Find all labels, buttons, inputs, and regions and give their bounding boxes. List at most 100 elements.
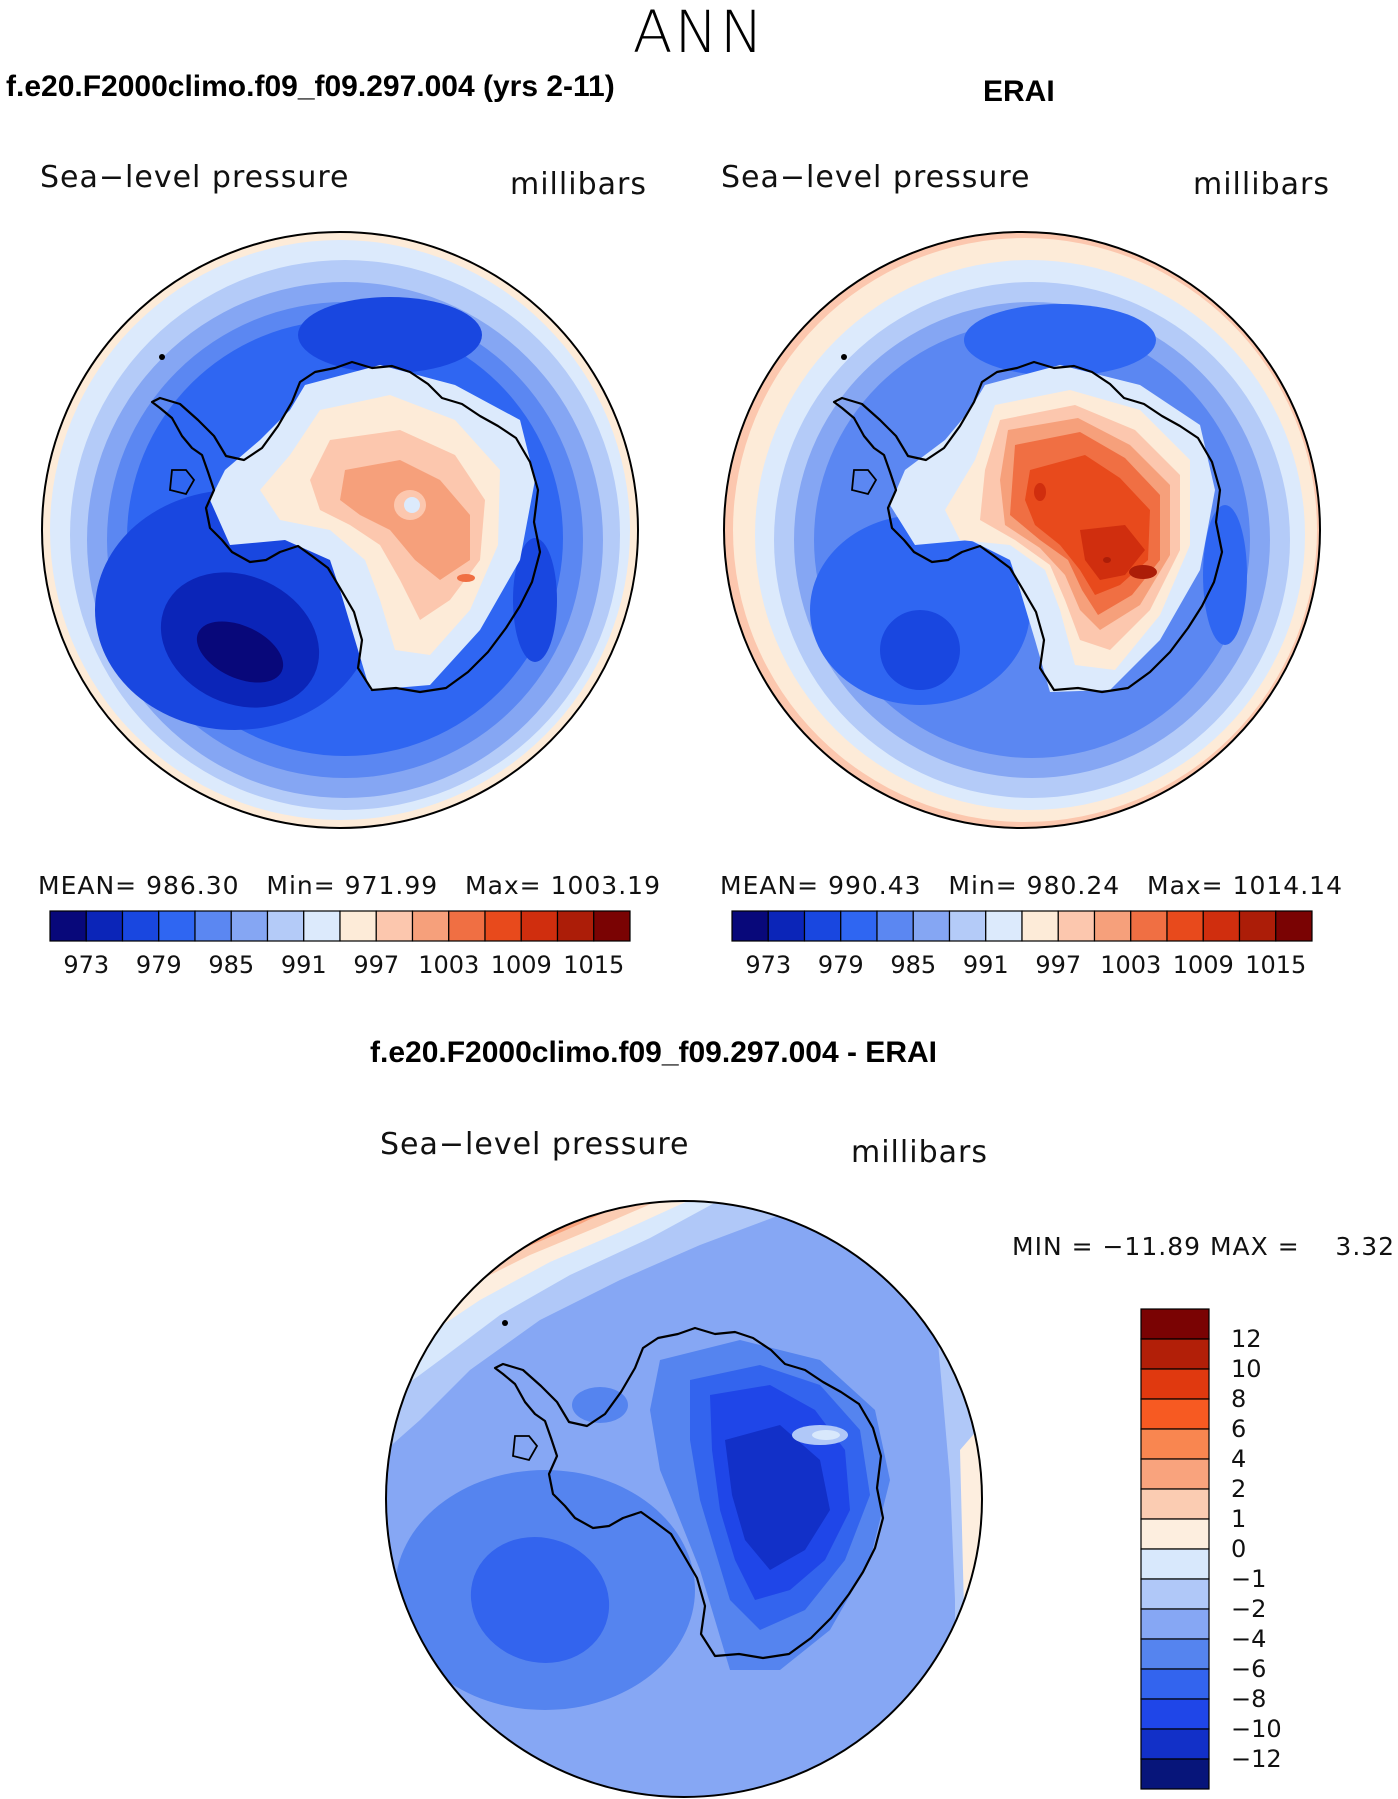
diff-units-label: millibars bbox=[851, 1135, 988, 1170]
model-colorbar-swatch bbox=[49, 910, 87, 942]
diff-panel-title: f.e20.F2000climo.f09_f09.297.004 - ERAI bbox=[370, 1036, 937, 1069]
diff-colorbar-tick-label: −10 bbox=[1231, 1715, 1282, 1743]
diff-variable-label: Sea−level pressure bbox=[380, 1127, 690, 1162]
model-max-label: Max= bbox=[465, 871, 542, 900]
obs-min-label: Min= bbox=[948, 871, 1018, 900]
model-colorbar-swatch bbox=[158, 910, 196, 942]
diff-colorbar-tick-label: 12 bbox=[1231, 1325, 1262, 1353]
diff-colorbar-swatch bbox=[1140, 1398, 1210, 1430]
model-colorbar-swatch bbox=[121, 910, 160, 942]
obs-colorbar-swatch bbox=[948, 910, 987, 942]
obs-colorbar-tick-label: 1015 bbox=[1245, 951, 1306, 979]
model-colorbar-tick-label: 985 bbox=[208, 951, 254, 979]
obs-min-value: 980.24 bbox=[1026, 871, 1121, 900]
obs-colorbar-swatch bbox=[1057, 910, 1096, 942]
diff-colorbar-swatch bbox=[1140, 1608, 1210, 1640]
diff-colorbar-swatch bbox=[1140, 1428, 1210, 1460]
diff-colorbar-tick-label: 6 bbox=[1231, 1415, 1246, 1443]
model-colorbar-swatch bbox=[339, 910, 377, 942]
model-max-value: 1003.19 bbox=[550, 871, 661, 900]
model-colorbar-swatch bbox=[556, 910, 595, 942]
model-colorbar-swatch bbox=[484, 910, 522, 942]
obs-mean-label: MEAN= bbox=[720, 871, 820, 900]
model-units-label: millibars bbox=[510, 167, 647, 202]
diff-colorbar-swatch bbox=[1140, 1758, 1210, 1790]
diff-colorbar-tick-label: −1 bbox=[1231, 1565, 1266, 1593]
obs-colorbar-tick-label: 985 bbox=[890, 951, 936, 979]
model-min-label: Min= bbox=[266, 871, 336, 900]
obs-colorbar-swatch bbox=[840, 910, 878, 942]
obs-stats: MEAN= 990.43 Min= 980.24 Max= 1014.14 bbox=[720, 871, 1343, 900]
model-variable-label: Sea−level pressure bbox=[40, 160, 350, 195]
diff-colorbar-swatch bbox=[1140, 1578, 1210, 1610]
diff-colorbar-swatch bbox=[1140, 1518, 1210, 1550]
model-panel-title: f.e20.F2000climo.f09_f09.297.004 (yrs 2-… bbox=[6, 70, 615, 103]
diff-minmax: MIN = −11.89 MAX = 3.32 bbox=[1012, 1232, 1396, 1261]
model-colorbar-swatch bbox=[266, 910, 305, 942]
diff-colorbar-swatch bbox=[1140, 1308, 1210, 1340]
obs-colorbar-swatch bbox=[912, 910, 951, 942]
obs-max-label: Max= bbox=[1147, 871, 1224, 900]
diff-colorbar-swatch bbox=[1140, 1338, 1210, 1370]
diff-colorbar-tick-label: 8 bbox=[1231, 1385, 1246, 1413]
model-colorbar-tick-label: 1015 bbox=[563, 951, 624, 979]
model-colorbar-swatch bbox=[85, 910, 124, 942]
model-colorbar-swatch bbox=[194, 910, 232, 942]
diff-colorbar-tick-label: −8 bbox=[1231, 1685, 1266, 1713]
diff-colorbar-tick-label: 2 bbox=[1231, 1475, 1246, 1503]
diff-slp-map bbox=[386, 1201, 982, 1797]
obs-slp-map bbox=[724, 232, 1320, 828]
diff-colorbar-tick-label: 0 bbox=[1231, 1535, 1246, 1563]
obs-colorbar-tick-label: 1003 bbox=[1100, 951, 1161, 979]
model-map-border bbox=[41, 231, 639, 829]
obs-colorbar-tick-label: 979 bbox=[818, 951, 864, 979]
model-colorbar-swatch bbox=[411, 910, 450, 942]
obs-colorbar-swatch bbox=[1202, 910, 1241, 942]
obs-colorbar-tick-label: 973 bbox=[745, 951, 791, 979]
model-min-value: 971.99 bbox=[344, 871, 439, 900]
diff-colorbar-swatch bbox=[1140, 1548, 1210, 1580]
diff-colorbar-tick-label: −4 bbox=[1231, 1625, 1266, 1653]
obs-max-value: 1014.14 bbox=[1232, 871, 1343, 900]
obs-colorbar-tick-label: 997 bbox=[1035, 951, 1081, 979]
model-mean-value: 986.30 bbox=[146, 871, 240, 900]
diff-colorbar-swatch bbox=[1140, 1668, 1210, 1700]
diff-colorbar-tick-label: −6 bbox=[1231, 1655, 1266, 1683]
model-slp-map bbox=[42, 232, 638, 828]
obs-colorbar: 973 979 985 991 997 1003 1009 1015 bbox=[731, 910, 1313, 979]
model-colorbar-tick-label: 1003 bbox=[418, 951, 479, 979]
obs-colorbar-swatch bbox=[767, 910, 806, 942]
obs-colorbar-swatch bbox=[985, 910, 1023, 942]
diff-colorbar-swatch bbox=[1140, 1458, 1210, 1490]
diff-colorbar-tick-label: 10 bbox=[1231, 1355, 1262, 1383]
model-colorbar-swatch bbox=[375, 910, 414, 942]
obs-colorbar-swatch bbox=[1021, 910, 1059, 942]
diff-colorbar-tick-label: 1 bbox=[1231, 1505, 1246, 1533]
diff-colorbar-tick-label: −12 bbox=[1231, 1745, 1282, 1773]
model-colorbar-swatch bbox=[593, 910, 631, 942]
model-colorbar: 973 979 985 991 997 1003 1009 1015 bbox=[49, 910, 631, 979]
obs-colorbar-swatch bbox=[731, 910, 769, 942]
model-colorbar-swatch bbox=[520, 910, 559, 942]
obs-colorbar-swatch bbox=[803, 910, 842, 942]
obs-mean-value: 990.43 bbox=[828, 871, 922, 900]
obs-colorbar-swatch bbox=[1130, 910, 1168, 942]
model-stats: MEAN= 986.30 Min= 971.99 Max= 1003.19 bbox=[38, 871, 661, 900]
diff-map-border bbox=[385, 1200, 983, 1798]
model-colorbar-tick-label: 991 bbox=[281, 951, 327, 979]
diff-colorbar-swatch bbox=[1140, 1368, 1210, 1400]
obs-colorbar-swatch bbox=[1166, 910, 1204, 942]
diff-colorbar-swatch bbox=[1140, 1698, 1210, 1730]
model-mean-label: MEAN= bbox=[38, 871, 138, 900]
model-colorbar-swatch bbox=[230, 910, 269, 942]
model-colorbar-tick-label: 979 bbox=[136, 951, 182, 979]
diff-colorbar-tick-label: −2 bbox=[1231, 1595, 1266, 1623]
obs-colorbar-swatch bbox=[1238, 910, 1277, 942]
obs-variable-label: Sea−level pressure bbox=[721, 160, 1031, 195]
obs-colorbar-swatch bbox=[876, 910, 914, 942]
model-colorbar-swatch bbox=[303, 910, 341, 942]
obs-map-border bbox=[723, 231, 1321, 829]
diff-colorbar-tick-label: 4 bbox=[1231, 1445, 1246, 1473]
